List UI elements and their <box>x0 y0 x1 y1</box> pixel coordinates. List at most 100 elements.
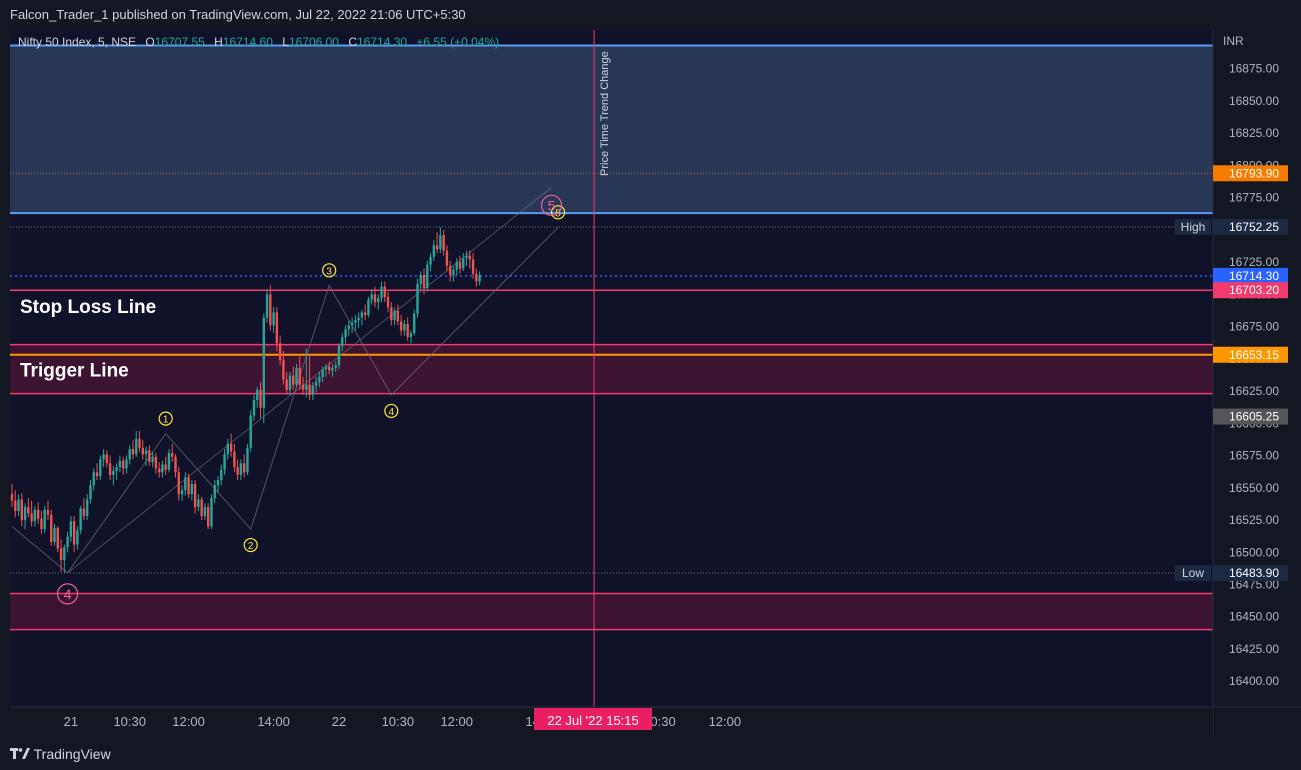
candle-body <box>321 369 324 377</box>
candle-body <box>308 384 311 395</box>
legend-high: 16714.60 <box>223 35 273 49</box>
candle-body <box>50 514 53 542</box>
price-label: 16703.20 <box>1229 283 1279 297</box>
candle-body <box>475 273 478 282</box>
candle-body <box>59 548 63 560</box>
price-tick: 16575.00 <box>1229 449 1279 463</box>
trigger-line-label: Trigger Line <box>20 360 129 381</box>
candle-body <box>256 389 259 401</box>
candle-body <box>373 294 377 303</box>
time-tick: 12:00 <box>709 714 742 729</box>
price-label: 16605.25 <box>1229 410 1279 424</box>
price-tick: 16850.00 <box>1229 94 1279 108</box>
price-label: 16653.15 <box>1229 348 1279 362</box>
candle-body <box>86 499 89 517</box>
candle-body <box>128 449 131 460</box>
price-tick: 16725.00 <box>1229 255 1279 269</box>
candle-body <box>252 400 256 416</box>
candle-body <box>409 333 413 337</box>
candle-body <box>285 379 288 390</box>
candle-body <box>399 321 403 331</box>
candle-body <box>17 499 20 511</box>
candle-body <box>458 262 462 269</box>
legend-low: 16706.00 <box>289 35 339 49</box>
candle-body <box>167 452 171 470</box>
time-tick: 12:00 <box>172 714 205 729</box>
candle-body <box>455 262 458 270</box>
candle-body <box>40 518 43 530</box>
candle-body <box>452 269 455 276</box>
candle-body <box>334 365 337 368</box>
wave-point-label: 4 <box>389 407 395 418</box>
candle-body <box>448 265 452 276</box>
candle-body <box>164 464 167 470</box>
price-tag: Low <box>1182 566 1204 580</box>
candle-body <box>357 317 360 321</box>
candle-body <box>295 367 298 385</box>
candle-body <box>265 294 269 318</box>
candle-body <box>298 367 301 385</box>
candle-body <box>442 235 445 251</box>
candle-body <box>239 463 243 475</box>
price-chart[interactable]: Price Time Trend Change Stop Loss Line Tri… <box>0 0 1301 738</box>
price-label-bg <box>1213 218 1288 235</box>
candle-body <box>413 313 416 334</box>
candle-body <box>396 311 400 322</box>
zones-layer <box>10 45 1213 630</box>
tradingview-logo[interactable]: TradingView <box>10 746 111 762</box>
candle-body <box>180 490 184 495</box>
candle-body <box>435 245 439 250</box>
wave-point-circle <box>322 263 337 278</box>
candle-body <box>121 460 125 469</box>
time-tick: 22 <box>332 714 346 729</box>
candle-body <box>108 463 112 475</box>
candle-body <box>311 385 315 395</box>
price-label-bg <box>1213 408 1288 425</box>
candle-body <box>210 498 213 527</box>
price-tag-bg <box>1175 218 1211 235</box>
price-axis: 16400.0016425.0016450.0016475.0016500.00… <box>1175 62 1288 688</box>
price-tick: 16825.00 <box>1229 126 1279 140</box>
footer-bar: TradingView <box>0 738 1301 770</box>
candle-body <box>426 264 429 288</box>
price-label: 16483.90 <box>1229 566 1279 580</box>
legend-close-label: C <box>348 35 357 49</box>
candle-body <box>416 284 419 314</box>
candle-body <box>226 443 230 455</box>
candle-body <box>138 438 141 448</box>
candle-body <box>53 527 56 542</box>
wave-point-label: 2 <box>248 541 254 552</box>
ohlc-legend: Nifty 50 Index, 5, NSE O16707.55 H16714.… <box>18 35 499 49</box>
candle-body <box>161 464 164 473</box>
candle-body <box>419 275 422 285</box>
candle-body <box>144 450 148 455</box>
candle-body <box>89 485 92 500</box>
price-label-bg <box>1213 346 1288 363</box>
candle-body <box>233 451 236 468</box>
candle-body <box>187 477 190 495</box>
candle-body <box>10 494 14 501</box>
currency-label: INR <box>1223 34 1244 48</box>
big-wave-point-circle <box>540 194 563 216</box>
candle-body <box>46 509 50 515</box>
candle-body <box>292 375 295 385</box>
candle-body <box>171 452 174 457</box>
price-label: 16752.25 <box>1229 220 1279 234</box>
price-tick: 16775.00 <box>1229 191 1279 205</box>
candle-body <box>66 536 69 548</box>
candle-body <box>115 467 118 472</box>
candle-body <box>370 294 373 300</box>
candle-body <box>383 286 386 297</box>
candle-body <box>76 530 79 545</box>
price-tag-bg <box>1175 565 1211 582</box>
wave-point-circle <box>158 411 173 426</box>
brand-name: TradingView <box>33 746 111 762</box>
price-label-bg <box>1213 282 1288 299</box>
stop-loss-line-label: Stop Loss Line <box>20 297 156 318</box>
time-tick: 14:00 <box>257 714 290 729</box>
candle-body <box>99 459 102 477</box>
big-wave-point-label: 5 <box>548 197 556 213</box>
candle-body <box>141 447 144 455</box>
lines-layer <box>10 30 1213 707</box>
wave-point-circle <box>243 537 258 553</box>
